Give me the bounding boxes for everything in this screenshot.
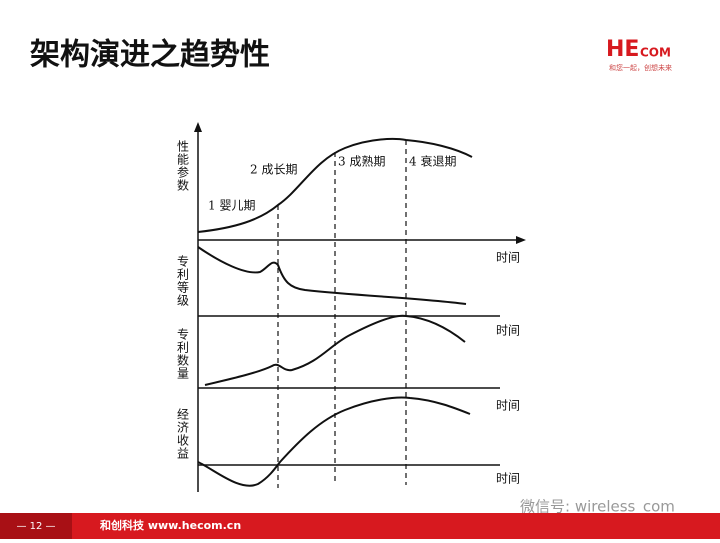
- stage-label: 4 衰退期: [409, 154, 456, 169]
- footer-block: [0, 513, 72, 539]
- tagline: 和您一起，创想未来: [609, 63, 672, 72]
- stage-label: 2 成长期: [250, 163, 297, 177]
- watermark: 微信号: wireless_com: [520, 498, 675, 517]
- page-number: — 12 —: [16, 521, 55, 532]
- patent-level-curve: [197, 246, 467, 305]
- panel-label: 性能参数: [176, 140, 190, 192]
- company: 和创科技 www.hecom.cn: [100, 518, 241, 532]
- panel-label: 经济收益: [176, 408, 190, 460]
- arrow: [194, 122, 202, 132]
- time-label: 时间: [496, 472, 520, 486]
- panel-label: 专利数量: [176, 327, 190, 380]
- logo-small: COM: [640, 46, 671, 60]
- time-label: 时间: [496, 399, 520, 413]
- logo: HE COM 和您一起，创想未来: [606, 37, 672, 72]
- panel-label: 专利等级: [176, 254, 190, 307]
- stage-label: 1 婴儿期: [208, 199, 255, 213]
- footer-bar: [0, 513, 720, 539]
- arrow: [516, 236, 526, 244]
- patent-count-curve: [204, 314, 466, 386]
- revenue-curve: [197, 396, 471, 487]
- performance-curve: [197, 138, 473, 233]
- diagram: 性能参数 专利等级 专利数量 经济收益 1 婴儿期 2 成长期 3 成熟期 4 …: [176, 122, 526, 492]
- time-label: 时间: [496, 324, 520, 338]
- time-label: 时间: [496, 251, 520, 265]
- title: 架构演进之趋势性: [30, 38, 270, 73]
- stage-label: 3 成熟期: [338, 154, 385, 169]
- logo-main: HE: [606, 37, 639, 62]
